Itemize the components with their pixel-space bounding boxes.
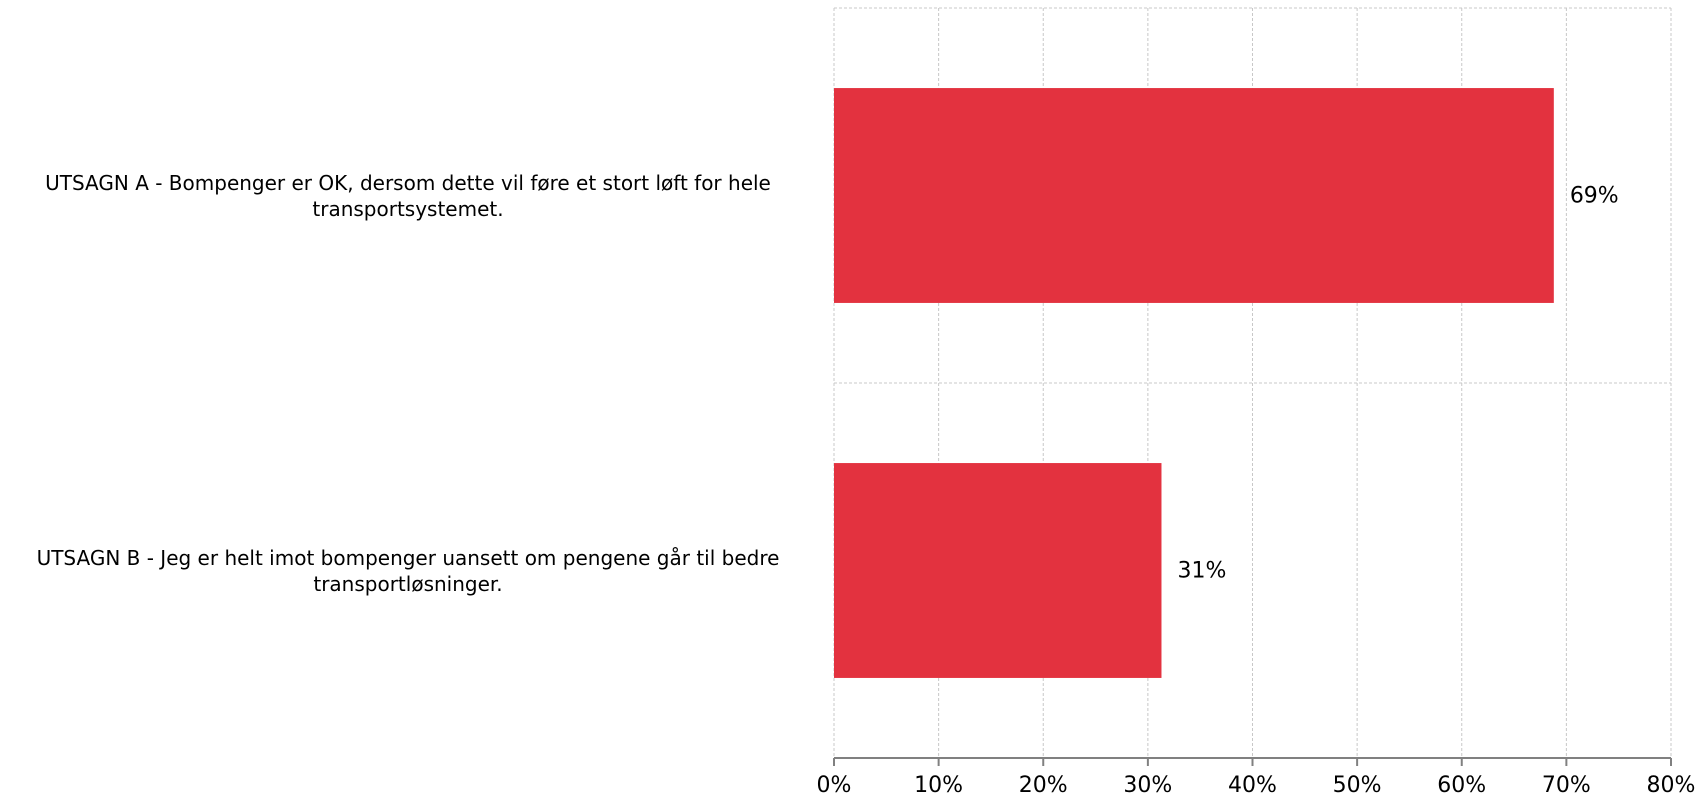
x-tick-label: 40% [1228,773,1277,795]
data-label: 69% [1570,184,1619,209]
x-tick-label: 10% [914,773,963,795]
bar [834,463,1162,678]
category-label-line: transportløsninger. [313,571,503,596]
category-label-line: transportsystemet. [312,196,504,221]
x-tick-label: 20% [1019,773,1068,795]
category-label: UTSAGN A - Bompenger er OK, dersom dette… [8,170,808,222]
x-axis: 0% 10% 20% 30% 40% 50% 60% 70% 80% [817,757,1696,795]
x-tick-label: 80% [1647,773,1696,795]
data-labels: 69% 31% [1177,184,1618,584]
bars [834,88,1554,678]
x-tick-label: 60% [1437,773,1486,795]
x-tick-label: 30% [1123,773,1172,795]
x-tick-label: 50% [1333,773,1382,795]
data-label: 31% [1177,559,1226,584]
category-label: UTSAGN B - Jeg er helt imot bompenger ua… [8,545,808,597]
x-tick-label: 0% [817,773,852,795]
bar [834,88,1554,303]
category-label-line: UTSAGN B - Jeg er helt imot bompenger ua… [36,545,780,570]
category-label-line: UTSAGN A - Bompenger er OK, dersom dette… [45,170,771,195]
x-tick-label: 70% [1542,773,1591,795]
